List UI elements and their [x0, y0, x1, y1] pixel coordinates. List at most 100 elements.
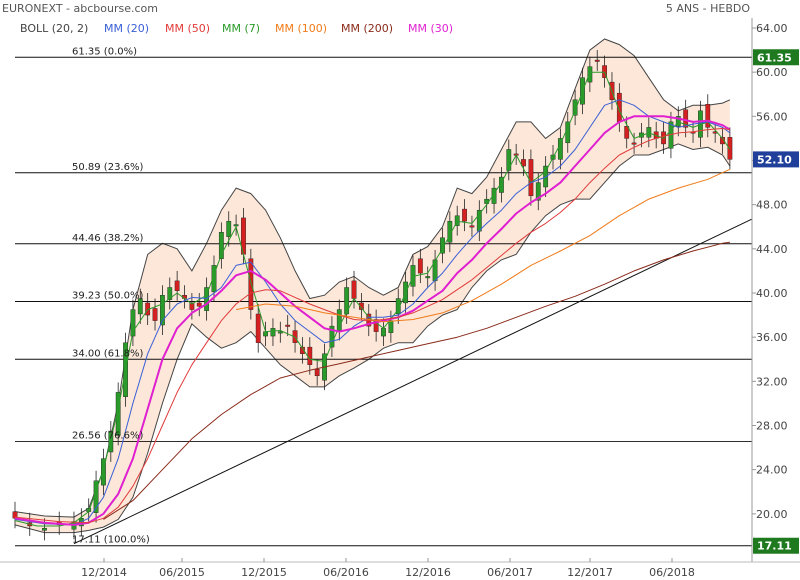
candle-body-30	[263, 331, 268, 337]
candle-body-9	[108, 430, 114, 453]
y-tick-label-3: 32.00	[756, 375, 788, 388]
x-tick-label-1: 06/2015	[159, 566, 205, 579]
candle-body-61	[491, 187, 497, 204]
candle-body-56	[454, 215, 460, 226]
candle-body-8	[101, 458, 106, 486]
candle-body-58	[469, 225, 475, 228]
series-mm30	[14, 115, 731, 526]
moving-averages	[14, 71, 731, 527]
candle-body-40	[336, 309, 342, 331]
candle-body-13	[137, 298, 143, 315]
trendline	[73, 218, 753, 545]
fib-label-1: 50.89 (23.6%)	[72, 162, 143, 173]
trendline-support	[73, 218, 753, 545]
candle-body-26	[233, 224, 239, 227]
y-tick-label-10: 60.00	[756, 66, 788, 79]
candle-body-20	[189, 302, 195, 310]
candle-body-15	[152, 308, 158, 321]
candle-body-24	[218, 232, 224, 259]
candle-body-92	[720, 137, 725, 145]
candle-body-29	[255, 313, 261, 343]
y-tick-label-0: 20.00	[756, 508, 788, 521]
candle-body-37	[314, 368, 320, 377]
candle-body-32	[277, 331, 283, 334]
candle-body-66	[528, 159, 534, 197]
x-tick-label-0: 12/2014	[81, 566, 127, 579]
candle-body-80	[631, 142, 637, 145]
legend-item-4: MM (100)	[275, 22, 327, 35]
y-tick-label-1: 24.00	[756, 464, 788, 477]
candle-body-31	[270, 328, 276, 337]
candle-body-0	[12, 511, 18, 519]
candle-body-33	[285, 324, 291, 327]
bollinger-upper	[14, 38, 731, 518]
candle-body-39	[329, 325, 335, 348]
candle-body-17	[167, 287, 173, 300]
fib-label-4: 34.00 (61.8%)	[72, 348, 143, 359]
series-mm20	[14, 99, 731, 526]
candle-body-93	[727, 137, 733, 160]
y-tick-label-5: 40.00	[756, 287, 788, 300]
header-period: 5 ANS - HEBDO	[666, 2, 750, 15]
candle-body-62	[499, 176, 504, 193]
legend-item-0: BOLL (20, 2)	[20, 22, 88, 35]
candle-body-90	[705, 103, 711, 128]
x-tick-label-5: 06/2017	[487, 566, 533, 579]
candle-body-63	[506, 149, 512, 171]
x-tick-label-3: 06/2016	[323, 566, 369, 579]
candle-body-48	[395, 298, 401, 315]
series-mm7	[14, 71, 731, 527]
x-tick-label-7: 06/2018	[649, 566, 695, 579]
candle-body-45	[373, 319, 379, 332]
legend-item-6: MM (30)	[408, 22, 453, 35]
candle-body-52	[425, 276, 431, 279]
legend-item-5: MM (200)	[341, 22, 393, 35]
bollinger-fill	[15, 39, 730, 533]
fib-label-3: 39.23 (50.0%)	[72, 291, 143, 302]
candle-body-46	[381, 328, 386, 337]
candle-body-79	[624, 126, 630, 139]
series-mm200	[103, 241, 730, 520]
y-tick-label-6: 44.00	[756, 243, 788, 256]
fib-label-6: 17.11 (100.0%)	[72, 535, 150, 546]
fib-label-5: 26.56 (76.6%)	[72, 430, 143, 441]
candle-body-82	[646, 127, 652, 138]
last-price-label: 52.10	[757, 153, 792, 166]
fib-box-0	[753, 49, 799, 66]
candle-body-22	[204, 287, 210, 311]
y-tick-label-7: 48.00	[756, 199, 788, 212]
candle-body-28	[248, 258, 254, 310]
candle-body-47	[388, 320, 394, 333]
candle-body-75	[594, 59, 600, 62]
candle-body-86	[675, 116, 681, 127]
candle-body-21	[196, 302, 202, 307]
candle-body-23	[211, 265, 217, 293]
candle-body-76	[602, 65, 608, 78]
bollinger-band	[14, 38, 731, 534]
legend-item-2: MM (50)	[165, 22, 210, 35]
x-tick-label-6: 12/2017	[567, 566, 613, 579]
candle-body-16	[159, 295, 165, 326]
legend: BOLL (20, 2) MM (20) MM (50) MM (7) MM (100)…	[20, 22, 453, 35]
y-tick-label-4: 36.00	[756, 331, 788, 344]
candle-body-72	[572, 99, 578, 116]
candle-body-74	[587, 66, 593, 83]
y-tick-label-11: 64.00	[756, 22, 788, 35]
y-tick-label-2: 28.00	[756, 420, 788, 433]
fib-label-2: 44.46 (38.2%)	[72, 233, 143, 244]
fib-label-0: 61.35 (0.0%)	[72, 46, 137, 57]
legend-item-3: MM (7)	[222, 22, 260, 35]
candle-body-41	[344, 287, 350, 315]
legend-item-1: MM (20)	[104, 22, 149, 35]
x-tick-label-2: 12/2015	[241, 566, 287, 579]
candle-body-43	[358, 302, 364, 310]
candle-body-36	[307, 346, 313, 365]
x-tick-label-4: 12/2016	[405, 566, 451, 579]
price-boxes: 61.35 17.11 52.10	[753, 49, 799, 554]
candle-body-35	[300, 346, 305, 354]
fib-box-label-0: 61.35	[757, 51, 792, 64]
candle-body-51	[417, 258, 423, 274]
candle-body-65	[521, 159, 526, 167]
candle-body-87	[683, 109, 689, 128]
